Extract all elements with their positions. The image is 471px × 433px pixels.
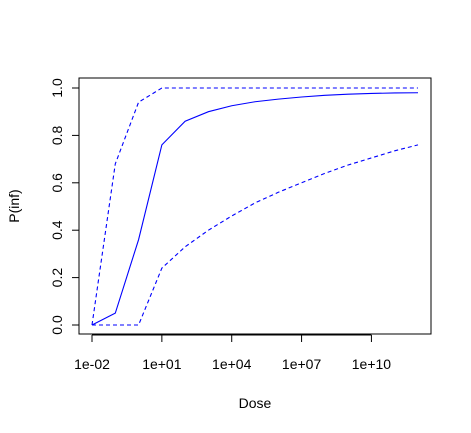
x-tick-label: 1e+01 <box>142 356 182 372</box>
y-axis: 0.0 0.2 0.4 0.6 0.8 1.0 <box>49 78 80 335</box>
dashed-series-line-2 <box>92 144 419 326</box>
x-tick-label: 1e+04 <box>212 356 252 372</box>
solid-series-line-0 <box>91 92 419 326</box>
y-tick-label: 0.8 <box>49 125 65 145</box>
y-tick-label: 0.4 <box>49 220 65 240</box>
x-axis: 1e-02 1e+01 1e+04 1e+07 1e+10 <box>74 334 392 372</box>
y-axis-label: P(inf) <box>6 189 22 222</box>
y-tick-label: 0.2 <box>49 268 65 288</box>
y-tick-label: 0.6 <box>49 173 65 193</box>
x-axis-label: Dose <box>239 395 272 411</box>
x-tick-label: 1e+10 <box>352 356 392 372</box>
dashed-series-line-1 <box>91 87 418 326</box>
plot-frame <box>78 77 432 335</box>
x-tick-label: 1e+07 <box>282 356 322 372</box>
series-layer <box>91 87 419 326</box>
y-tick-label: 0.0 <box>49 315 65 335</box>
y-tick-label: 1.0 <box>49 78 65 98</box>
x-tick-label: 1e-02 <box>74 356 110 372</box>
